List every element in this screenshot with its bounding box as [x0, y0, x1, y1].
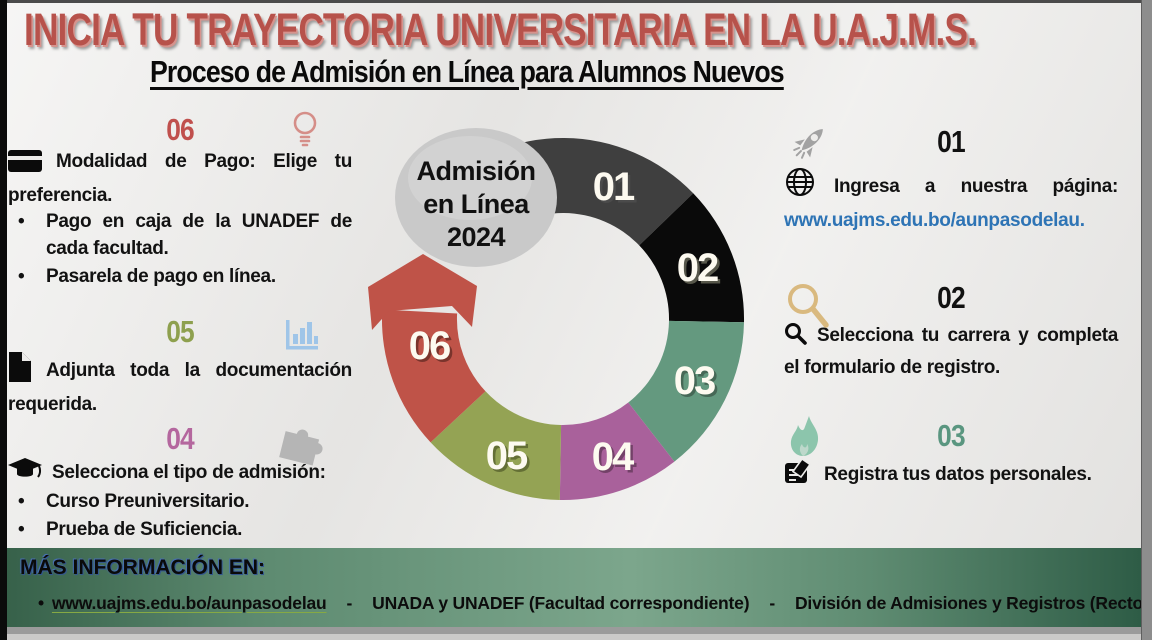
donut-center-line3: 2024 — [447, 222, 506, 252]
donut-label-02-shadow: 02 — [679, 249, 720, 293]
donut-label-03-shadow: 03 — [676, 362, 717, 406]
list-item-text: Curso Preuniversitario. — [46, 491, 250, 512]
left-edge — [0, 0, 7, 640]
page-title: INICIA TU TRAYECTORIA UNIVERSITARIA EN L… — [24, 4, 977, 55]
bottom-strip — [0, 627, 1152, 634]
donut-center-line1: Admisión — [416, 156, 535, 186]
list-item: • Prueba de Suficiencia. — [8, 516, 352, 543]
clipboard-pen-icon — [784, 457, 814, 495]
globe-icon — [784, 166, 816, 207]
donut-center-circle — [395, 128, 557, 267]
step-05-text-block: Adjunta toda la documentación requerida. — [8, 352, 352, 419]
magnifier-icon — [788, 284, 829, 328]
document-icon — [8, 352, 32, 391]
step-04-bullets: • Curso Preuniversitario. • Prueba de Sufi… — [8, 488, 352, 544]
donut-segment-03 — [628, 320, 744, 462]
bullet-icon: • — [18, 519, 25, 540]
bar-chart-icon — [286, 320, 318, 350]
step-03-text-block: Registra tus datos personales. — [784, 457, 1118, 495]
step-06-number: 06 — [166, 112, 194, 147]
bullet-icon: • — [18, 491, 25, 512]
donut-center-line2: en Línea — [423, 189, 530, 219]
page-subtitle-text: Proceso de Admisión en Línea para Alumno… — [150, 54, 785, 89]
list-item-text: Pasarela de pago en línea. — [46, 266, 276, 287]
donut-center-highlight — [408, 136, 532, 220]
donut-label-03: 03 — [674, 359, 715, 403]
bullet-icon: • — [18, 266, 25, 287]
donut-label-06-shadow: 06 — [411, 327, 452, 371]
step-06-text: Modalidad de Pago: Elige tu preferencia. — [8, 151, 352, 206]
donut-label-02: 02 — [677, 246, 718, 290]
step-04-number: 04 — [166, 421, 194, 456]
credit-card-icon — [8, 149, 42, 182]
step-01-link[interactable]: www.uajms.edu.bo/aunpasodelau. — [784, 210, 1085, 231]
list-item-text: Pago en caja de la UNADEF de cada facult… — [46, 211, 352, 259]
top-edge — [0, 0, 1152, 3]
list-item-text: Prueba de Suficiencia. — [46, 519, 243, 540]
donut-label-06: 06 — [409, 324, 450, 368]
step-06-text-block: Modalidad de Pago: Elige tu preferencia. — [8, 148, 352, 210]
step-01-text-block: Ingresa a nuestra página: www.uajms.edu.… — [784, 166, 1118, 235]
arrow-head-icon — [368, 254, 477, 330]
step-02-text: Selecciona tu carrera y completa el form… — [784, 325, 1118, 378]
bottom-strip-light — [0, 634, 1152, 640]
step-01-text: Ingresa a nuestra página: — [834, 176, 1118, 197]
step-04-text: Selecciona el tipo de admisión: — [52, 462, 326, 483]
donut-label-01-shadow: 01 — [595, 168, 637, 212]
donut-segment-04 — [559, 402, 675, 501]
step-05-number: 05 — [166, 314, 194, 349]
step-06-bullets: • Pago en caja de la UNADEF de cada facul… — [8, 208, 352, 291]
step-03-number: 03 — [937, 418, 965, 453]
separator: - — [769, 593, 775, 613]
donut-label-04-shadow: 04 — [594, 438, 637, 482]
step-02-number: 02 — [937, 280, 965, 315]
list-item: • Curso Preuniversitario. — [8, 488, 352, 515]
footer-item: UNADA y UNADEF (Facultad correspondiente… — [372, 593, 750, 613]
donut-label-01: 01 — [593, 165, 635, 209]
donut-label-04: 04 — [592, 435, 635, 479]
footer-heading: MÁS INFORMACIÓN EN: — [20, 556, 265, 579]
bullet-icon: • — [18, 211, 25, 232]
step-04-text-block: Selecciona el tipo de admisión: — [8, 458, 352, 493]
donut-segment-06 — [381, 309, 486, 443]
donut-label-05: 05 — [486, 434, 528, 478]
footer-info: • www.uajms.edu.bo/aunpasodelau - UNADA y U… — [38, 593, 1152, 614]
graduation-cap-icon — [8, 458, 42, 493]
step-05-text: Adjunta toda la documentación requerida. — [8, 360, 352, 415]
bullet-icon: • — [38, 593, 44, 613]
rocket-icon — [793, 129, 823, 159]
puzzle-icon — [279, 429, 323, 466]
footer-band — [7, 548, 1141, 627]
step-03-text: Registra tus datos personales. — [824, 464, 1092, 485]
right-edge — [1141, 0, 1152, 640]
step-02-text-block: Selecciona tu carrera y completa el form… — [784, 322, 1118, 382]
page-subtitle: Proceso de Admisión en Línea para Alumno… — [150, 54, 887, 90]
list-item: • Pasarela de pago en línea. — [8, 263, 352, 290]
donut-segment-05 — [430, 391, 562, 500]
separator: - — [346, 593, 353, 613]
list-item: • Pago en caja de la UNADEF de cada facul… — [8, 208, 352, 262]
magnifier-icon — [784, 322, 807, 354]
donut-segment-02 — [639, 193, 745, 323]
flame-icon — [790, 416, 819, 456]
footer-item: División de Admisiones y Registros (Rect… — [794, 593, 1152, 613]
step-01-number: 01 — [937, 124, 965, 159]
lightbulb-icon — [293, 111, 317, 147]
footer-link[interactable]: www.uajms.edu.bo/aunpasodelau — [51, 593, 327, 613]
donut-label-05-shadow: 05 — [488, 437, 530, 481]
